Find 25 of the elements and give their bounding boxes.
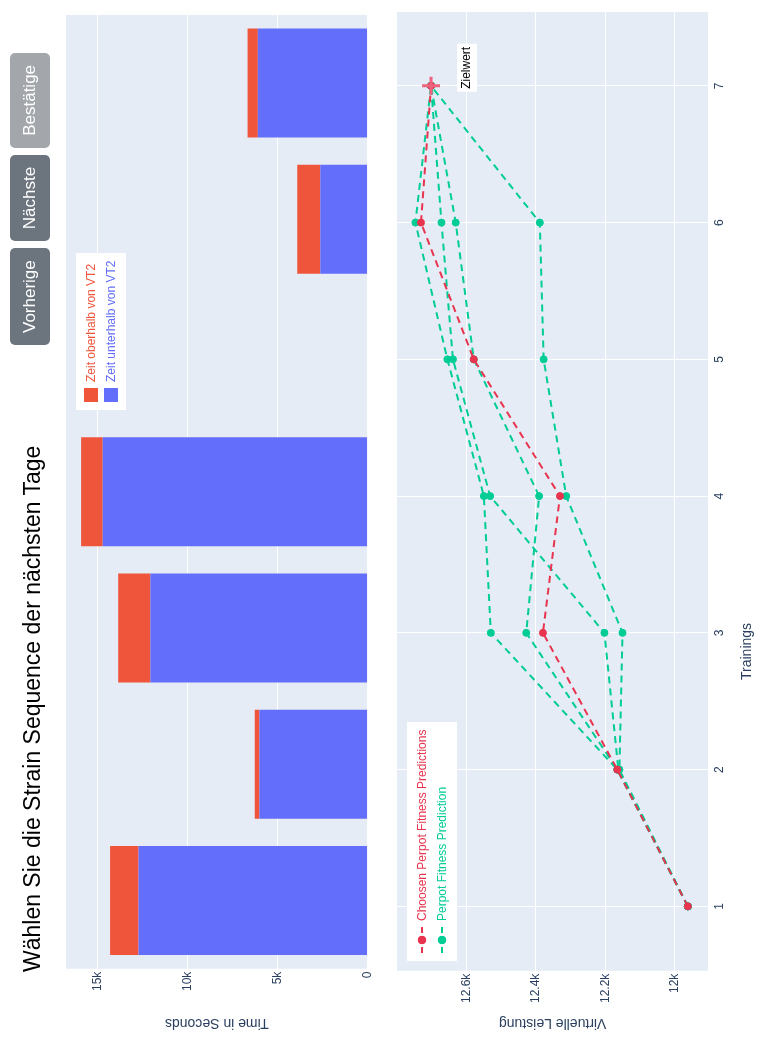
button: Bestätige <box>10 52 50 148</box>
y-axis-title: Trainings <box>738 622 754 680</box>
x-tick-label: 10k <box>179 970 194 992</box>
annotation: Zielwert <box>459 46 474 89</box>
y-tick-label: 1 <box>712 902 727 910</box>
x-tick-label: 15k <box>89 970 104 992</box>
y-tick-label: 7 <box>712 82 727 90</box>
legend-box: Choosen Perpot Fitness Predictions Perpot Fitness Prediction <box>407 721 457 961</box>
y-tick-label: 5 <box>712 355 727 363</box>
y-tick-label: 6 <box>712 218 727 226</box>
text: Wählen Sie die Strain Sequence der nächsten Tage <box>18 445 46 972</box>
x-tick-label: 12.6k <box>458 972 473 1003</box>
x-tick-label: 12.2k <box>597 972 612 1003</box>
y-tick-label: 2 <box>712 765 727 773</box>
y-tick-label: 4 <box>712 492 727 500</box>
legend-box: Zeit oberhalb von VT2 Zeit unterhalb von VT2 <box>76 252 126 410</box>
button: Vorherige <box>10 248 50 345</box>
x-tick-label: 0 <box>359 971 374 979</box>
x-axis-title: Virtuelle Leistung <box>499 1016 607 1032</box>
x-tick-label: 5k <box>269 970 284 985</box>
x-tick-label: 12k <box>667 972 682 993</box>
y-tick-label: 3 <box>712 629 727 637</box>
button: Nächste <box>10 154 50 242</box>
x-tick-label: 12.4k <box>528 972 543 1003</box>
x-axis-title: Time in Seconds <box>164 1016 269 1032</box>
